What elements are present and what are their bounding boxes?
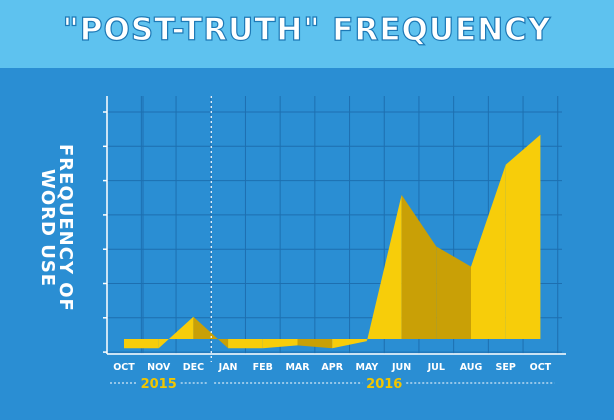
data-point xyxy=(157,347,160,350)
y-axis-label: FREQUENCY OF WORD USE xyxy=(37,144,76,312)
x-tick-label: OCT xyxy=(113,362,135,373)
title-banner: "POST-TRUTH" FREQUENCY xyxy=(0,0,614,68)
area-segment xyxy=(297,339,333,349)
x-tick-label: APR xyxy=(321,362,343,373)
data-point xyxy=(261,347,264,350)
year-label: 2015 xyxy=(141,377,177,392)
data-point xyxy=(504,163,507,166)
x-tick-label: JAN xyxy=(218,362,238,373)
chart-title: "POST-TRUTH" FREQUENCY xyxy=(62,11,552,48)
data-point xyxy=(539,133,542,136)
data-point xyxy=(400,193,403,196)
x-tick-label: MAY xyxy=(356,362,379,373)
x-tick-label: FEB xyxy=(253,362,273,373)
x-tick-label: JUN xyxy=(391,362,411,373)
data-point xyxy=(123,347,126,350)
area-segment xyxy=(366,194,402,342)
year-label: 2016 xyxy=(366,377,402,392)
data-point xyxy=(296,344,299,347)
x-tick-label: SEP xyxy=(496,362,516,373)
data-point xyxy=(227,347,230,350)
data-point xyxy=(470,265,473,268)
data-point xyxy=(365,340,368,343)
x-tick-label: NOV xyxy=(147,362,171,373)
x-tick-label: MAR xyxy=(285,362,310,373)
data-point xyxy=(331,347,334,350)
area-segment xyxy=(332,339,367,349)
x-tick-label: DEC xyxy=(183,362,204,373)
area-segment xyxy=(124,339,159,349)
area-segment xyxy=(158,316,194,349)
area-segment xyxy=(401,194,437,339)
area-segment xyxy=(471,164,506,339)
area-segment xyxy=(262,339,298,349)
x-tick-label: JUL xyxy=(427,362,445,373)
data-point xyxy=(435,245,438,248)
area-segment xyxy=(228,339,263,349)
area-segment xyxy=(505,134,541,339)
area-segment xyxy=(436,246,471,339)
data-point xyxy=(192,315,195,318)
x-tick-label: OCT xyxy=(530,362,552,373)
x-tick-label: AUG xyxy=(460,362,483,373)
